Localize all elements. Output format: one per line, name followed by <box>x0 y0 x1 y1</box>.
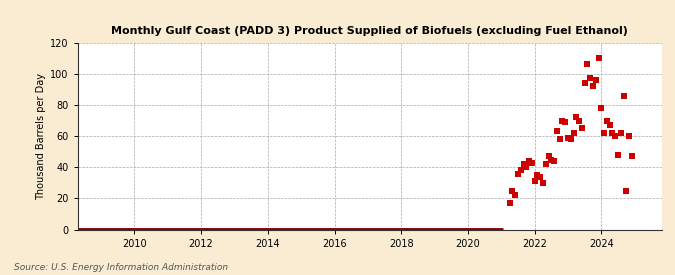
Point <box>604 123 615 127</box>
Point <box>529 179 540 183</box>
Point <box>571 115 582 120</box>
Point <box>515 168 526 173</box>
Point <box>557 118 568 123</box>
Point <box>521 165 532 169</box>
Point <box>599 131 610 135</box>
Point <box>554 137 565 141</box>
Point <box>618 94 629 98</box>
Point <box>524 159 535 163</box>
Point <box>566 137 576 141</box>
Point <box>546 157 557 162</box>
Point <box>601 118 612 123</box>
Point <box>512 171 523 176</box>
Point <box>579 81 590 85</box>
Point <box>576 126 587 131</box>
Point <box>588 84 599 89</box>
Point <box>504 201 515 205</box>
Point <box>574 118 585 123</box>
Point <box>627 154 638 159</box>
Point <box>568 131 579 135</box>
Point <box>582 62 593 67</box>
Point <box>596 106 607 110</box>
Point <box>624 134 634 138</box>
Point <box>593 56 604 60</box>
Point <box>532 173 543 177</box>
Text: Source: U.S. Energy Information Administration: Source: U.S. Energy Information Administ… <box>14 263 227 272</box>
Point <box>563 136 574 140</box>
Point <box>538 181 549 185</box>
Point <box>518 162 529 166</box>
Point <box>551 129 562 134</box>
Point <box>613 153 624 157</box>
Point <box>616 131 626 135</box>
Title: Monthly Gulf Coast (PADD 3) Product Supplied of Biofuels (excluding Fuel Ethanol: Monthly Gulf Coast (PADD 3) Product Supp… <box>111 26 628 36</box>
Point <box>510 193 521 197</box>
Point <box>526 160 537 165</box>
Y-axis label: Thousand Barrels per Day: Thousand Barrels per Day <box>36 73 46 200</box>
Point <box>591 78 601 82</box>
Point <box>540 162 551 166</box>
Point <box>621 188 632 193</box>
Point <box>607 131 618 135</box>
Point <box>507 188 518 193</box>
Point <box>535 174 546 179</box>
Point <box>610 134 621 138</box>
Point <box>549 159 560 163</box>
Point <box>543 154 554 159</box>
Point <box>585 76 596 81</box>
Point <box>560 120 571 124</box>
